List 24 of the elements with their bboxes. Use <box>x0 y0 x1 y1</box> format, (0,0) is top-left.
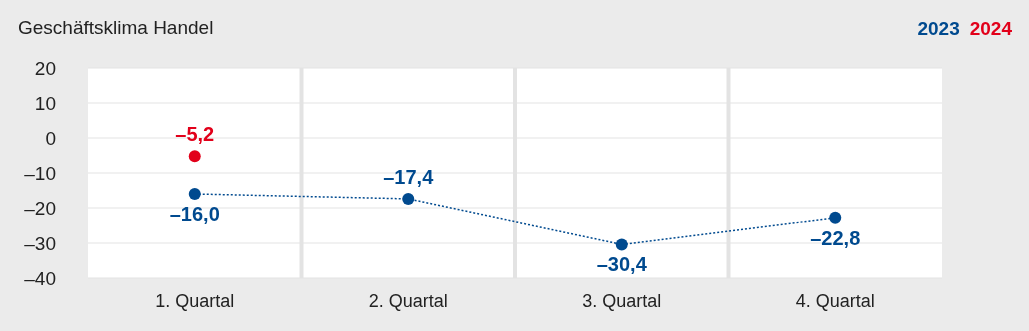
x-tick-label: 4. Quartal <box>795 290 875 311</box>
data-label: –30,4 <box>596 253 648 276</box>
x-tick-label: 2. Quartal <box>368 290 448 311</box>
y-tick-label: 20 <box>34 57 56 79</box>
point <box>188 150 201 163</box>
data-label: –5,2 <box>175 123 215 146</box>
point <box>402 192 415 205</box>
y-tick-label: 10 <box>34 92 56 114</box>
text: 2024 <box>969 18 1012 40</box>
chart-title: Geschäftsklima Handel <box>18 17 214 39</box>
point <box>188 188 201 200</box>
y-tick-label: –20 <box>24 197 56 219</box>
point <box>829 211 842 224</box>
x-tick-label: 3. Quartal <box>582 290 662 311</box>
point <box>615 238 628 251</box>
y-tick-label: –40 <box>24 267 56 289</box>
text: 2023 <box>917 18 960 40</box>
x-tick-label: 1. Quartal <box>155 290 235 311</box>
y-tick-label: –30 <box>24 232 56 254</box>
data-label: –17,4 <box>383 165 435 188</box>
y-tick-label: –10 <box>24 162 56 184</box>
y-tick-label: 0 <box>45 127 56 149</box>
data-label: –22,8 <box>810 226 861 249</box>
data-label: –16,0 <box>169 203 220 225</box>
